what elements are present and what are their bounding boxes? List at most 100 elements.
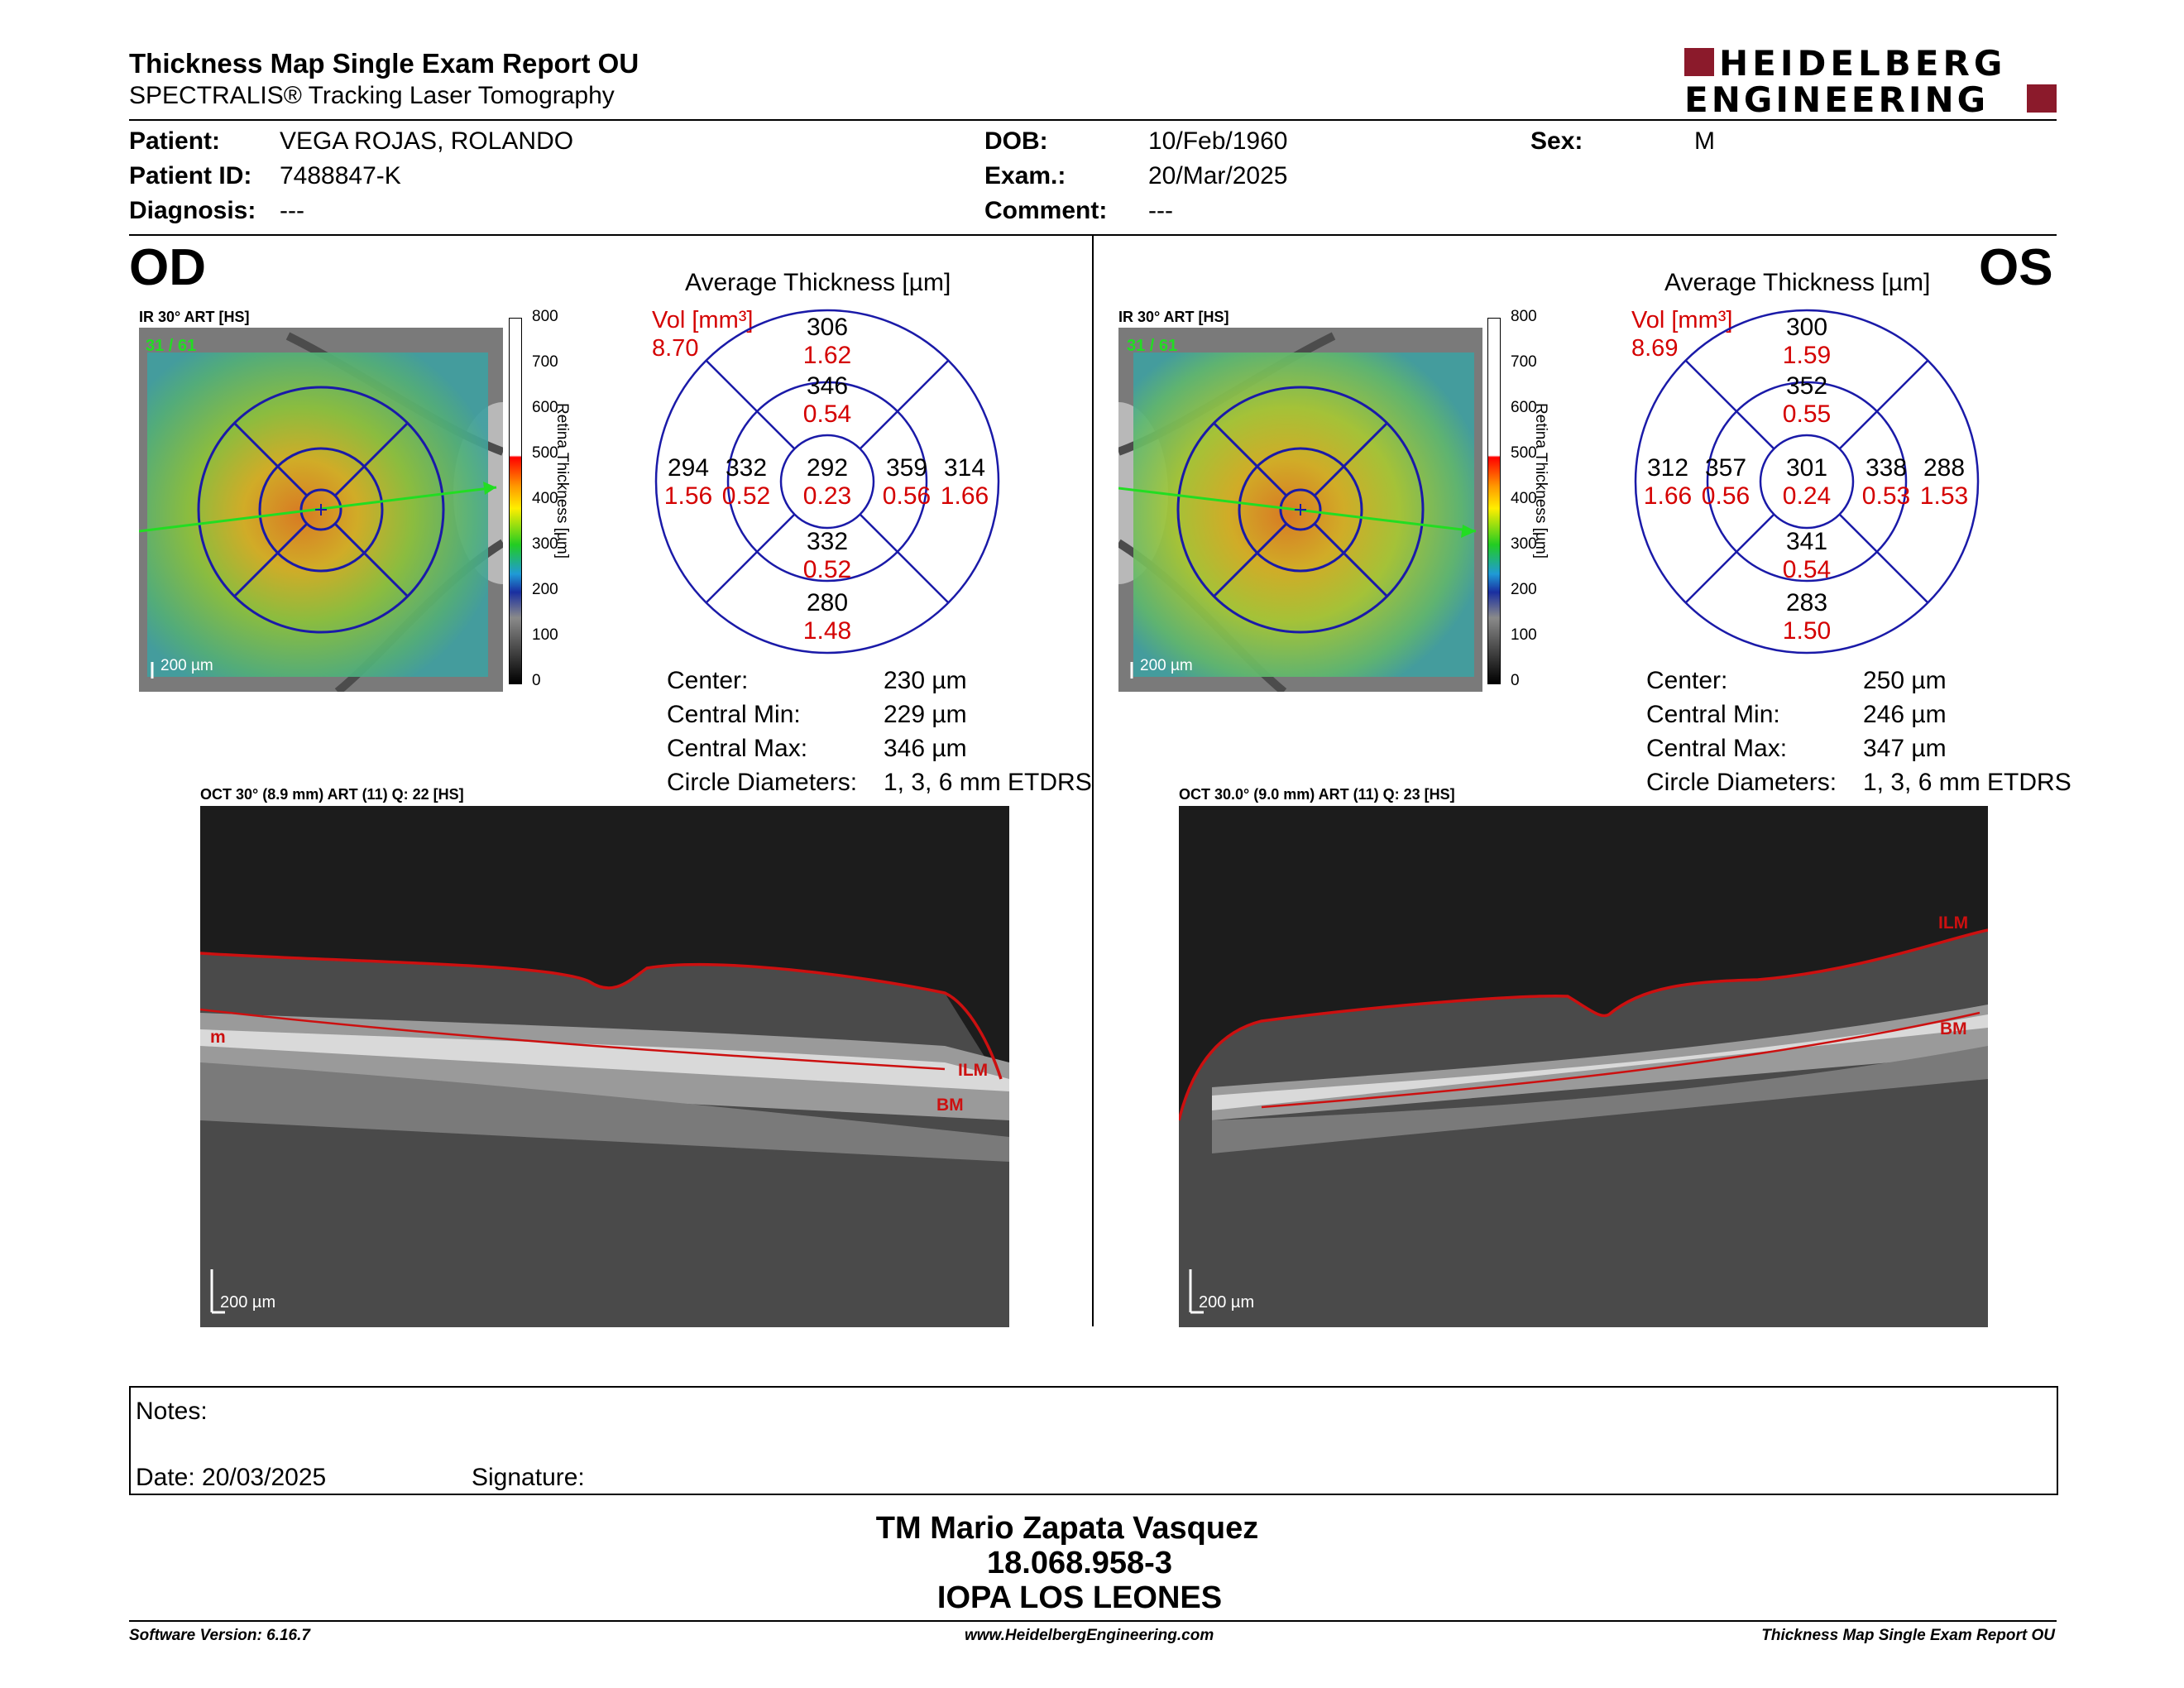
od-avg-title: Average Thickness [µm]	[685, 269, 951, 296]
od-inner-temp-thk: 332	[726, 454, 767, 482]
os-center-thk: 301	[1786, 454, 1827, 482]
os-stat-max-label: Central Max:	[1646, 735, 1788, 762]
os-inner-sup-vol: 0.55	[1783, 400, 1831, 428]
os-thickness-map: 31 / 61 200 µm	[1118, 328, 1482, 692]
os-outer-inf-vol: 1.50	[1783, 617, 1831, 645]
heidelberg-logo: HEIDELBERG ENGINEERING	[1684, 43, 2058, 120]
os-colorbar: 800 700 600 500 400 300 200 100 0 Retina…	[1487, 308, 1583, 689]
os-inner-sup-thk: 352	[1786, 372, 1827, 400]
os-fundus-svg: 31 / 61 200 µm	[1118, 328, 1482, 692]
notes-signature-label: Signature:	[472, 1464, 585, 1491]
os-colorbar-tick-700: 700	[1511, 353, 1537, 371]
od-inner-nas-thk: 359	[886, 454, 927, 482]
diagnosis-value: ---	[280, 197, 304, 224]
comment-value: ---	[1148, 197, 1173, 224]
od-oct-edge-label: m	[210, 1028, 226, 1047]
logo-line-1: HEIDELBERG	[1719, 43, 2007, 84]
od-ir-counter: 31 / 61	[146, 337, 196, 355]
os-inner-nas-vol: 0.53	[1862, 482, 1910, 510]
os-outer-nas-vol: 1.53	[1920, 482, 1968, 510]
exam-label: Exam.:	[984, 162, 1066, 189]
sex-label: Sex:	[1530, 127, 1583, 155]
os-colorbar-tick-200: 200	[1511, 581, 1537, 598]
os-outer-sup-vol: 1.59	[1783, 342, 1831, 369]
notes-box[interactable]: Notes: Date: 20/03/2025 Signature:	[129, 1386, 2058, 1495]
od-outer-inf-vol: 1.48	[803, 617, 851, 645]
os-colorbar-tick-400: 400	[1511, 490, 1537, 507]
os-colorbar-gradient	[1487, 318, 1501, 684]
footer-report-name: Thickness Map Single Exam Report OU	[1761, 1627, 2055, 1644]
footer-software-version: Software Version: 6.16.7	[129, 1627, 310, 1644]
od-colorbar-tick-500: 500	[532, 444, 558, 462]
od-etdrs-grid: 306 1.62 346 0.54 294 1.56 332 0.52 292 …	[654, 309, 1000, 655]
signer-rut: 18.068.958-3	[987, 1546, 1172, 1580]
os-inner-temp-vol: 0.56	[1702, 482, 1750, 510]
exam-value: 20/Mar/2025	[1148, 162, 1288, 189]
signer-institution: IOPA LOS LEONES	[936, 1580, 1223, 1615]
os-center-vol: 0.24	[1783, 482, 1831, 510]
od-thickness-map: 31 / 61 200 µm	[139, 328, 503, 692]
od-inner-nas-vol: 0.56	[883, 482, 931, 510]
os-colorbar-tick-800: 800	[1511, 308, 1537, 325]
od-fundus-svg: 31 / 61 200 µm	[139, 328, 503, 692]
os-oct-scale: 200 µm	[1199, 1293, 1254, 1312]
os-outer-nas-thk: 288	[1923, 454, 1965, 482]
notes-date: Date: 20/03/2025	[136, 1464, 327, 1491]
od-oct-svg: m ILM BM 200 µm	[200, 806, 1009, 1327]
diagnosis-label: Diagnosis:	[129, 197, 256, 224]
od-colorbar-gradient	[509, 318, 522, 684]
od-colorbar-axis-label: Retina Thickness [µm]	[553, 403, 571, 559]
od-oct-bm-label: BM	[936, 1096, 964, 1115]
os-colorbar-axis-label: Retina Thickness [µm]	[1532, 403, 1549, 559]
od-outer-temp-vol: 1.56	[664, 482, 712, 510]
patient-label: Patient:	[129, 127, 221, 155]
od-stat-diam-value: 1, 3, 6 mm ETDRS	[884, 769, 1092, 796]
od-inner-inf-thk: 332	[807, 528, 848, 555]
od-colorbar-tick-300: 300	[532, 535, 558, 553]
os-stat-min-value: 246 µm	[1863, 701, 1947, 728]
os-fundus-scale: 200 µm	[1140, 657, 1193, 674]
os-inner-inf-vol: 0.54	[1783, 556, 1831, 583]
comment-label: Comment:	[984, 197, 1108, 224]
os-colorbar-tick-600: 600	[1511, 399, 1537, 416]
od-inner-temp-vol: 0.52	[722, 482, 770, 510]
od-outer-sup-thk: 306	[807, 314, 848, 341]
os-stat-diam-value: 1, 3, 6 mm ETDRS	[1863, 769, 2071, 796]
os-ir-label: IR 30° ART [HS]	[1118, 309, 1229, 325]
od-colorbar-tick-200: 200	[532, 581, 558, 598]
os-inner-inf-thk: 341	[1786, 528, 1827, 555]
signer-block: TM Mario Zapata Vasquez 18.068.958-3 IOP…	[0, 1511, 2184, 1615]
od-stat-max-value: 346 µm	[884, 735, 967, 762]
od-stat-center-value: 230 µm	[884, 667, 967, 694]
os-outer-temp-thk: 312	[1647, 454, 1688, 482]
notes-label: Notes:	[136, 1398, 208, 1425]
os-colorbar-tick-300: 300	[1511, 535, 1537, 553]
footer-website-link[interactable]: www.HeidelbergEngineering.com	[965, 1627, 1214, 1644]
logo-square-bottom	[2027, 84, 2057, 113]
od-stat-center-label: Center:	[667, 667, 749, 694]
od-colorbar-tick-600: 600	[532, 399, 558, 416]
od-colorbar-tick-0: 0	[532, 672, 541, 689]
od-stat-diam-label: Circle Diameters:	[667, 769, 858, 796]
os-inner-nas-thk: 338	[1866, 454, 1907, 482]
od-colorbar-tick-400: 400	[532, 490, 558, 507]
eye-divider	[1092, 236, 1094, 1326]
header-divider	[129, 119, 2057, 121]
od-eye-label: OD	[129, 239, 206, 296]
os-stat-center-label: Center:	[1646, 667, 1728, 694]
os-oct-ilm-label: ILM	[1938, 914, 1968, 933]
od-outer-nas-thk: 314	[944, 454, 985, 482]
os-inner-temp-thk: 357	[1705, 454, 1746, 482]
od-outer-sup-vol: 1.62	[803, 342, 851, 369]
od-oct-label: OCT 30° (8.9 mm) ART (11) Q: 22 [HS]	[200, 786, 464, 803]
report-title: Thickness Map Single Exam Report OU	[129, 48, 639, 79]
od-ir-label: IR 30° ART [HS]	[139, 309, 250, 325]
od-oct-scan: m ILM BM 200 µm	[200, 806, 1009, 1327]
os-oct-label: OCT 30.0° (9.0 mm) ART (11) Q: 23 [HS]	[1179, 786, 1455, 803]
os-vol-label: Vol [mm³]	[1631, 307, 1733, 333]
os-outer-sup-thk: 300	[1786, 314, 1827, 341]
od-inner-sup-thk: 346	[807, 372, 848, 400]
od-stat-min-value: 229 µm	[884, 701, 967, 728]
od-inner-sup-vol: 0.54	[803, 400, 851, 428]
dob-value: 10/Feb/1960	[1148, 127, 1288, 155]
